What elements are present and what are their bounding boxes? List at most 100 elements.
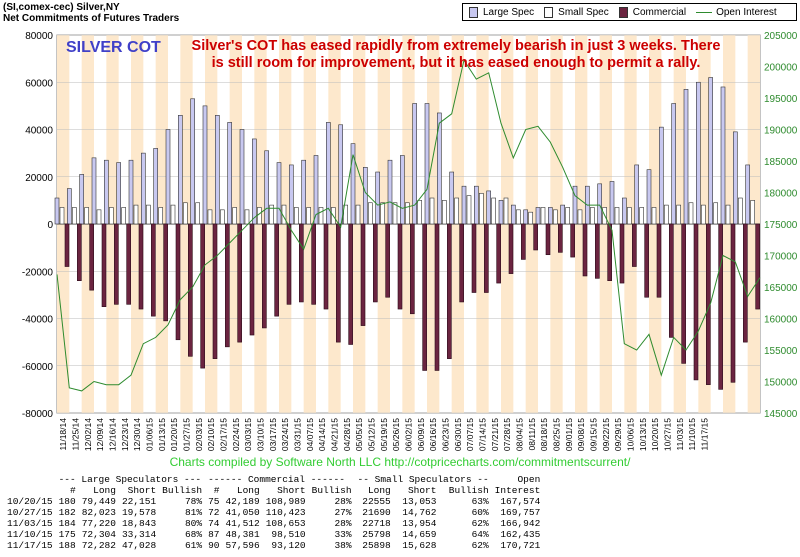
credit-line: Charts compiled by Software North LLC ht… bbox=[169, 455, 631, 469]
large-spec-bar bbox=[745, 164, 750, 225]
commercial-bar bbox=[64, 223, 70, 267]
commercial-bar bbox=[607, 223, 612, 282]
table-row: 11/17/15 188 72,282 47,028 61% 90 57,596 93,120… bbox=[4, 540, 543, 551]
small-spec-bar bbox=[220, 209, 225, 225]
commercial-bar bbox=[225, 223, 230, 348]
column-header: # bbox=[213, 485, 220, 496]
small-spec-bar bbox=[392, 202, 398, 225]
large-spec-bar bbox=[474, 185, 479, 225]
large-spec-bar bbox=[696, 81, 701, 225]
x-tick-label: 12/16/14 bbox=[108, 418, 118, 451]
x-tick-label: 02/03/15 bbox=[194, 418, 204, 451]
large-spec-bar bbox=[116, 162, 121, 225]
commercial-bar bbox=[348, 223, 353, 345]
small-spec-bar bbox=[664, 204, 669, 225]
x-tick-label: 04/07/15 bbox=[305, 418, 315, 451]
large-spec-bar bbox=[560, 204, 565, 225]
small-spec-bar bbox=[590, 207, 595, 225]
table-cell: 180 bbox=[58, 496, 76, 507]
large-spec-bar bbox=[215, 115, 220, 225]
x-tick-label: 12/30/14 bbox=[132, 418, 142, 451]
commercial-bar bbox=[669, 223, 674, 338]
table-cell: 108,653 bbox=[265, 518, 306, 529]
large-spec-bar bbox=[202, 105, 208, 225]
commercial-bar bbox=[681, 223, 686, 364]
table-cell: 90 bbox=[208, 540, 220, 551]
large-spec-bar bbox=[190, 98, 195, 225]
commercial-bar bbox=[718, 223, 723, 390]
column-header: # bbox=[70, 485, 76, 496]
commercial-bar bbox=[163, 223, 168, 322]
x-tick-label: 01/20/15 bbox=[169, 418, 179, 451]
small-spec-bar bbox=[429, 197, 435, 225]
small-spec-bar bbox=[294, 207, 299, 225]
table-cell: 41,050 bbox=[225, 507, 260, 518]
small-spec-bar bbox=[516, 209, 521, 225]
table-cell: 22718 bbox=[362, 518, 391, 529]
table-row: 11/03/15 184 77,220 18,843 80% 74 41,512 108,65… bbox=[4, 518, 543, 529]
large-spec-bar bbox=[375, 171, 380, 225]
table-cell: 72 bbox=[208, 507, 220, 518]
large-spec-bar bbox=[104, 159, 109, 225]
large-spec-bar bbox=[227, 122, 232, 225]
small-spec-bar bbox=[491, 197, 496, 225]
large-spec-bar bbox=[683, 89, 689, 225]
x-tick-label: 11/18/14 bbox=[58, 418, 68, 451]
small-spec-bar bbox=[454, 197, 459, 225]
commercial-bar bbox=[755, 223, 760, 310]
x-tick-label: 05/05/15 bbox=[354, 418, 364, 451]
small-spec-bar bbox=[577, 209, 583, 225]
small-spec-bar bbox=[96, 209, 102, 225]
table-cell: 72,282 bbox=[81, 540, 116, 551]
x-tick-label: 11/25/14 bbox=[71, 418, 81, 451]
large-spec-bar bbox=[326, 122, 331, 225]
table-cell: 80% bbox=[184, 518, 203, 529]
large-spec-bar bbox=[671, 103, 676, 225]
column-header: Long bbox=[236, 485, 260, 496]
legend-swatch-small-spec bbox=[544, 6, 554, 18]
y-right-tick-label: 180000 bbox=[764, 189, 798, 200]
commercial-bar bbox=[323, 223, 329, 310]
small-spec-bar bbox=[158, 207, 163, 225]
small-spec-bar bbox=[84, 207, 89, 225]
table-cell: 33% bbox=[334, 529, 352, 540]
small-spec-bar bbox=[244, 209, 250, 225]
commercial-bar bbox=[422, 223, 427, 371]
column-header: Interest bbox=[494, 485, 541, 496]
x-tick-label: 11/10/15 bbox=[687, 418, 697, 451]
y-right-tick-label: 190000 bbox=[764, 126, 798, 137]
chart-header: (SI,comex-cec) Silver,NY Net Commitments… bbox=[3, 2, 179, 24]
row-date: 10/20/15 bbox=[7, 496, 53, 507]
large-spec-bar bbox=[301, 159, 306, 225]
commercial-bar bbox=[212, 223, 218, 359]
y-right-tick-label: 170000 bbox=[764, 252, 798, 263]
x-tick-label: 09/29/15 bbox=[613, 418, 623, 451]
x-tick-label: 10/27/15 bbox=[663, 418, 673, 451]
small-spec-bar bbox=[170, 204, 176, 225]
large-spec-bar bbox=[400, 155, 405, 225]
x-tick-label: 05/26/15 bbox=[391, 418, 401, 451]
table-cell: 15,628 bbox=[402, 540, 437, 551]
large-spec-bar bbox=[535, 207, 541, 225]
x-tick-label: 12/02/14 bbox=[83, 418, 93, 451]
large-spec-bar bbox=[338, 124, 343, 225]
commercial-bar bbox=[447, 223, 452, 359]
large-spec-bar bbox=[128, 159, 134, 225]
table-cell: 33,314 bbox=[121, 529, 157, 540]
commercial-bar bbox=[114, 223, 119, 305]
column-header: Long bbox=[93, 485, 116, 496]
column-header: Short bbox=[127, 485, 157, 496]
small-spec-bar bbox=[713, 202, 718, 225]
table-cell: 47,028 bbox=[121, 540, 157, 551]
large-spec-bar bbox=[424, 103, 430, 225]
table-cell: 64% bbox=[471, 529, 489, 540]
large-spec-bar bbox=[239, 129, 245, 225]
x-tick-label: 01/27/15 bbox=[182, 418, 192, 451]
small-spec-bar bbox=[417, 200, 422, 225]
small-spec-bar bbox=[442, 200, 447, 225]
x-tick-label: 02/24/15 bbox=[231, 418, 241, 451]
large-spec-bar bbox=[634, 164, 639, 225]
small-spec-bar bbox=[133, 204, 139, 225]
table-cell: 162,435 bbox=[500, 529, 541, 540]
table-cell: 57,596 bbox=[225, 540, 260, 551]
